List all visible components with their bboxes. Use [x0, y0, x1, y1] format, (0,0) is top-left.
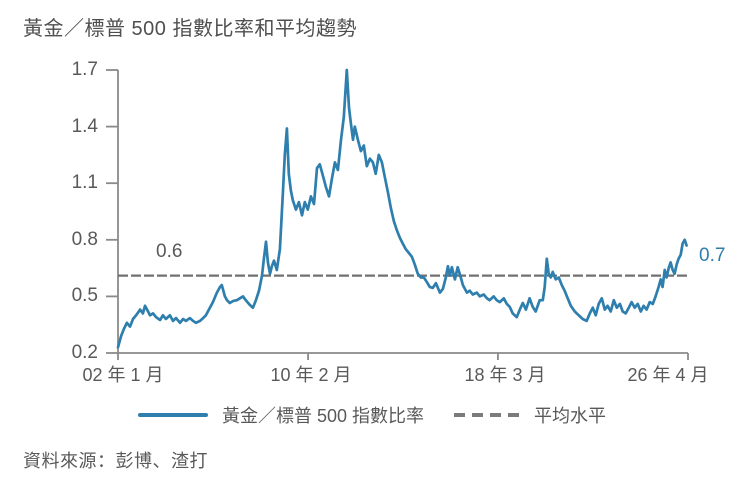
latest-value-label: 0.7: [699, 245, 726, 266]
chart-legend: 黃金／標普 500 指數比率 平均水平: [0, 400, 744, 430]
y-tick-label: 0.8: [71, 229, 98, 250]
y-tick-label: 1.1: [71, 172, 98, 193]
average-value-label: 0.6: [156, 241, 183, 262]
x-tick-label: 10 年 2 月: [270, 365, 352, 385]
chart-title: 黃金／標普 500 指數比率和平均趨勢: [23, 18, 357, 40]
y-tick-label: 1.4: [71, 116, 98, 137]
source-note: 資料來源：彭博、渣打: [23, 451, 208, 471]
legend-solid-line-icon: [137, 413, 208, 417]
y-tick-label: 0.5: [71, 285, 98, 306]
x-tick-label: 02 年 1 月: [82, 365, 164, 385]
x-tick-label: 26 年 4 月: [627, 365, 709, 385]
x-tick-label: 18 年 3 月: [464, 365, 546, 385]
y-tick-label: 0.2: [71, 342, 98, 363]
legend-label-average: 平均水平: [534, 406, 607, 426]
legend-label-ratio: 黃金／標普 500 指數比率: [221, 406, 425, 426]
legend-dashed-line-icon: [454, 413, 521, 417]
y-tick-label: 1.7: [71, 59, 98, 80]
